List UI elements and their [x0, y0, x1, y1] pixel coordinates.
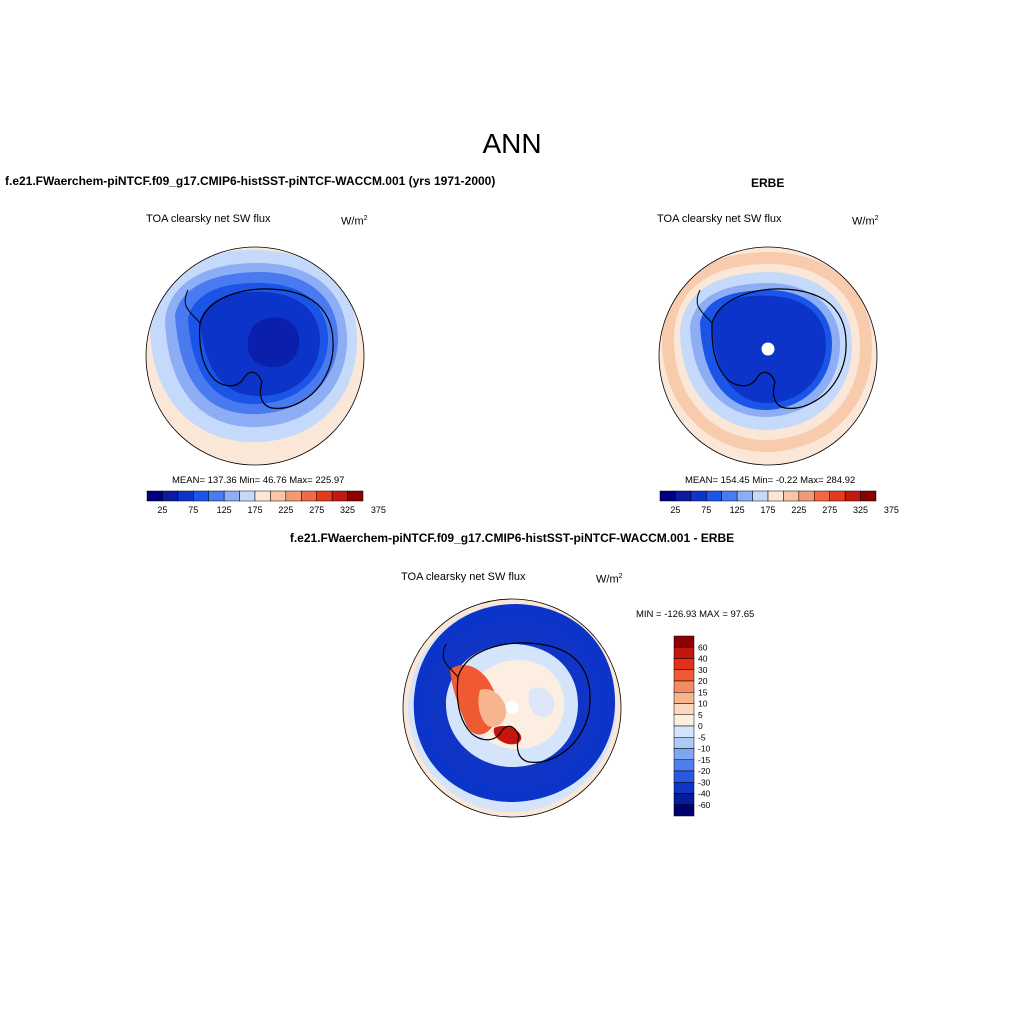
panel2-stats: MEAN= 154.45 Min= -0.22 Max= 284.92: [685, 475, 856, 486]
colorbar-tick-label: -40: [698, 789, 711, 799]
colorbar-swatch: [690, 490, 707, 502]
colorbar-swatch: [673, 714, 695, 727]
colorbar-swatch: [673, 658, 695, 670]
season-title: ANN: [482, 128, 542, 159]
colorbar-swatch: [673, 793, 695, 805]
colorbar-tick-label: 275: [822, 505, 837, 515]
colorbar-swatch: [239, 490, 256, 502]
colorbar-swatch: [177, 490, 194, 502]
colorbar-swatch: [254, 490, 271, 502]
colorbar-tick-label: 40: [698, 654, 708, 664]
colorbar-tick-label: 275: [309, 505, 324, 515]
colorbar-tick-label: 125: [217, 505, 232, 515]
panel2-variable-label: TOA clearsky net SW flux: [657, 213, 782, 225]
colorbar-swatch: [331, 490, 348, 502]
colorbar-tick-label: 75: [188, 505, 198, 515]
colorbar-tick-label: 15: [698, 687, 708, 697]
panel1-units: W/m2: [341, 215, 368, 228]
colorbar-tick-label: 25: [157, 505, 167, 515]
colorbar-swatch: [767, 490, 784, 502]
panel3-units: W/m2: [596, 573, 623, 586]
colorbar-swatch: [673, 647, 695, 659]
colorbar-swatch: [270, 490, 287, 502]
colorbar-swatch: [673, 669, 695, 682]
colorbar-tick-label: 0: [698, 721, 703, 731]
colorbar-tick-label: -15: [698, 755, 711, 765]
colorbar-tick-label: 5: [698, 710, 703, 720]
colorbar-swatch: [208, 490, 225, 502]
colorbar-tick-label: 225: [791, 505, 806, 515]
panel3-stats: MIN = -126.93 MAX = 97.65: [636, 609, 755, 620]
colorbar-swatch: [673, 770, 695, 783]
colorbar-tick-label: 125: [730, 505, 745, 515]
colorbar-swatch: [736, 490, 753, 502]
colorbar-swatch: [673, 782, 695, 794]
colorbar-swatch: [673, 692, 695, 704]
colorbar-swatch: [783, 490, 800, 502]
panel1-stats: MEAN= 137.36 Min= 46.76 Max= 225.97: [172, 475, 345, 486]
colorbar-swatch: [814, 490, 830, 502]
colorbar-swatch: [844, 490, 861, 502]
colorbar-tick-label: 30: [698, 665, 708, 675]
colorbar-tick-label: -20: [698, 766, 711, 776]
colorbar-swatch: [659, 490, 676, 502]
colorbar-swatch: [316, 490, 333, 502]
colorbar-tick-label: 60: [698, 642, 708, 652]
colorbar-swatch: [706, 490, 722, 502]
colorbar-tick-label: 25: [670, 505, 680, 515]
colorbar-swatch: [347, 490, 364, 502]
model-colorbar: 25 75 125 175 225 275 325 375: [146, 490, 386, 515]
colorbar-tick-label: 10: [698, 699, 708, 709]
panel3-case-title: f.e21.FWaerchem-piNTCF.f09_g17.CMIP6-his…: [289, 531, 735, 545]
colorbar-swatch: [673, 635, 695, 648]
panel1-case-title: f.e21.FWaerchem-piNTCF.f09_g17.CMIP6-his…: [5, 174, 496, 188]
colorbar-swatch: [673, 725, 695, 738]
colorbar-swatch: [673, 804, 695, 817]
colorbar-swatch: [223, 490, 240, 502]
colorbar-swatch: [162, 490, 179, 502]
colorbar-swatch: [193, 490, 209, 502]
colorbar-tick-label: -10: [698, 744, 711, 754]
colorbar-tick-label: 225: [278, 505, 293, 515]
colorbar-tick-label: 375: [371, 505, 386, 515]
panel3-variable-label: TOA clearsky net SW flux: [401, 571, 526, 583]
colorbar-tick-label: 175: [247, 505, 262, 515]
obs-colorbar: 25 75 125 175 225 275 325 375: [659, 490, 899, 515]
colorbar-swatch: [798, 490, 815, 502]
colorbar-tick-label: 20: [698, 676, 708, 686]
colorbar-swatch: [146, 490, 163, 502]
colorbar-swatch: [673, 737, 695, 749]
obs-polar-map: [658, 246, 878, 466]
colorbar-tick-label: -60: [698, 800, 711, 810]
colorbar-tick-label: 175: [760, 505, 775, 515]
diff-polar-map: [402, 598, 622, 818]
colorbar-swatch: [860, 490, 877, 502]
colorbar-swatch: [301, 490, 317, 502]
colorbar-tick-label: 325: [340, 505, 355, 515]
colorbar-swatch: [673, 680, 695, 693]
panel2-units: W/m2: [852, 215, 879, 228]
colorbar-swatch: [675, 490, 692, 502]
colorbar-tick-label: -5: [698, 732, 706, 742]
colorbar-swatch: [673, 759, 695, 772]
colorbar-tick-label: 325: [853, 505, 868, 515]
colorbar-swatch: [752, 490, 769, 502]
colorbar-tick-label: 375: [884, 505, 899, 515]
colorbar-tick-label: -30: [698, 777, 711, 787]
colorbar-swatch: [673, 748, 695, 760]
colorbar-swatch: [721, 490, 738, 502]
colorbar-swatch: [285, 490, 302, 502]
model-polar-map: [145, 246, 365, 466]
colorbar-swatch: [673, 703, 695, 715]
colorbar-swatch: [829, 490, 846, 502]
panel2-case-title: ERBE: [751, 176, 785, 190]
colorbar-tick-label: 75: [701, 505, 711, 515]
panel1-variable-label: TOA clearsky net SW flux: [146, 213, 271, 225]
